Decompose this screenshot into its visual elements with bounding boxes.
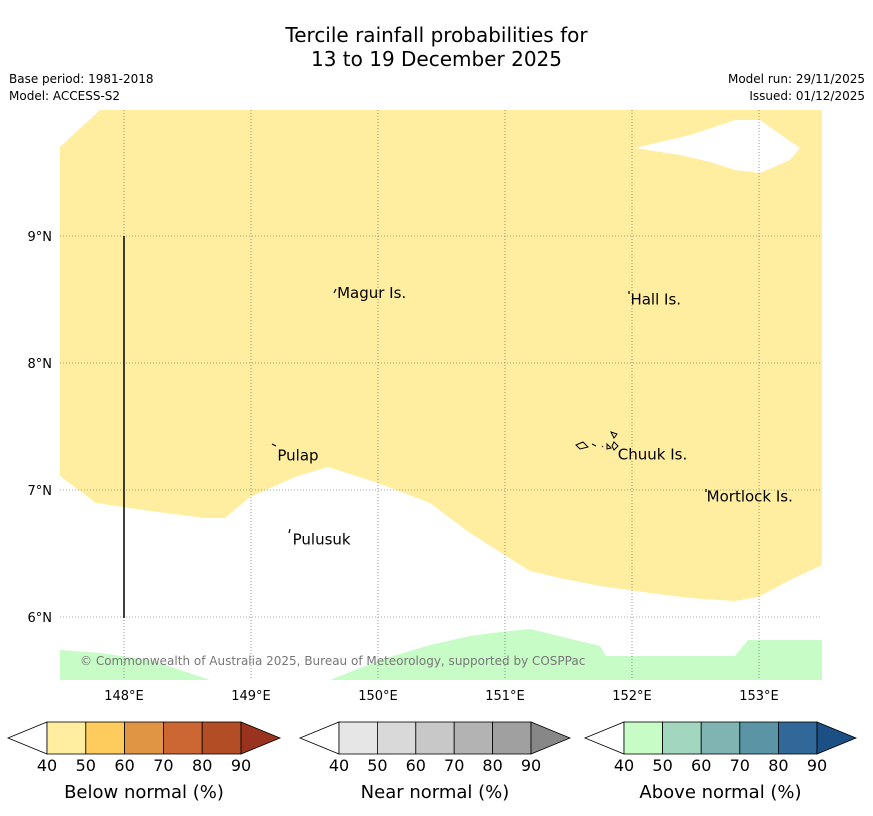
colorbar-max-extension	[816, 721, 858, 755]
colorbar-segment	[415, 721, 455, 755]
colorbar-segment	[338, 721, 378, 755]
colorbar-tick-label: 50	[367, 756, 387, 775]
colorbar-segment	[162, 721, 203, 755]
colorbar-segment	[662, 721, 702, 755]
colorbar-tick-label: 80	[192, 756, 212, 775]
graticule	[60, 110, 822, 680]
place-labels: Magur Is. Hall Is. Pulap Chuuk Is. Mortlock …	[277, 284, 792, 548]
colorbar-tick-label: 60	[114, 756, 134, 775]
longitude-tick-labels: 148°E 149°E 150°E 151°E 152°E 153°E	[104, 689, 779, 704]
chart-title-line-1: Tercile rainfall probabilities for	[285, 23, 588, 47]
colorbar-tick-label: 60	[406, 756, 426, 775]
lat-tick-label: 9°N	[28, 230, 53, 245]
colorbar-segment	[46, 721, 87, 755]
lon-tick-label: 149°E	[231, 689, 271, 704]
chuuk-islands-outline	[575, 431, 619, 451]
lat-tick-label: 8°N	[28, 357, 53, 372]
colorbar-min-extension	[583, 721, 625, 755]
small-island-marks	[271, 288, 707, 534]
place-label: Pulusuk	[293, 531, 351, 549]
colorbar-max-extension	[240, 721, 282, 755]
colorbar-tick-label: 90	[807, 756, 827, 775]
colorbar-segment	[623, 721, 663, 755]
place-label: Magur Is.	[337, 284, 406, 302]
issued-date: Issued: 01/12/2025	[749, 89, 865, 103]
colorbars: 40 50 60 70 80 90 Below normal (%) 40 50 60 70 80 90…	[6, 721, 858, 803]
place-label: Mortlock Is.	[707, 487, 793, 505]
colorbar-tick-label: 80	[482, 756, 502, 775]
base-period: Base period: 1981-2018	[9, 72, 154, 86]
no-signal-region	[635, 120, 800, 173]
lon-tick-label: 148°E	[104, 689, 144, 704]
colorbar-segment	[700, 721, 741, 755]
colorbar-segment	[124, 721, 164, 755]
colorbar-tick-label: 60	[691, 756, 711, 775]
colorbar-segment	[85, 721, 126, 755]
colorbar-label: Near normal (%)	[361, 782, 510, 803]
colorbar-segment	[376, 721, 417, 755]
colorbar-max-extension	[530, 721, 572, 755]
colorbar-tick-label: 80	[768, 756, 788, 775]
colorbar-min-extension	[298, 721, 340, 755]
colorbar-tick-label: 40	[37, 756, 57, 775]
colorbar-segment	[201, 721, 242, 755]
colorbar-tick-label: 70	[730, 756, 750, 775]
below-normal-region	[60, 110, 822, 601]
chart-title-line-2: 13 to 19 December 2025	[310, 47, 562, 71]
place-label: Hall Is.	[630, 291, 681, 309]
model-name: Model: ACCESS-S2	[9, 89, 121, 103]
place-label: Pulap	[277, 447, 318, 465]
lat-tick-label: 6°N	[28, 611, 53, 626]
colorbar-tick-label: 70	[153, 756, 173, 775]
colorbar-tick-label: 50	[76, 756, 96, 775]
colorbar-label: Above normal (%)	[639, 782, 801, 803]
colorbar-segment	[778, 721, 818, 755]
above-normal-region	[60, 629, 822, 680]
colorbar-tick-label: 90	[521, 756, 541, 775]
colorbar-label: Below normal (%)	[64, 782, 224, 803]
meta-left: Base period: 1981-2018 Model: ACCESS-S2	[9, 71, 154, 105]
latitude-tick-labels: 9°N 8°N 7°N 6°N	[28, 230, 53, 626]
colorbar-tick-label: 70	[444, 756, 464, 775]
colorbar-min-extension	[6, 721, 48, 755]
colorbar-tick-label: 90	[231, 756, 251, 775]
colorbar-tick-label: 50	[652, 756, 672, 775]
place-label: Chuuk Is.	[618, 445, 687, 463]
lon-tick-label: 151°E	[485, 689, 525, 704]
lon-tick-label: 153°E	[739, 689, 779, 704]
colorbar-tick-label: 40	[614, 756, 634, 775]
copyright-notice: © Commonwealth of Australia 2025, Bureau…	[80, 654, 585, 668]
colorbar-segment	[739, 721, 779, 755]
model-run-date: Model run: 29/11/2025	[727, 72, 865, 86]
colorbar-tick-label: 40	[329, 756, 349, 775]
meta-right: Model run: 29/11/2025 Issued: 01/12/2025	[728, 71, 865, 105]
lat-tick-label: 7°N	[28, 484, 53, 499]
lon-tick-label: 150°E	[358, 689, 398, 704]
colorbar-segment	[492, 721, 532, 755]
lon-tick-label: 152°E	[612, 689, 652, 704]
colorbar-segment	[453, 721, 494, 755]
